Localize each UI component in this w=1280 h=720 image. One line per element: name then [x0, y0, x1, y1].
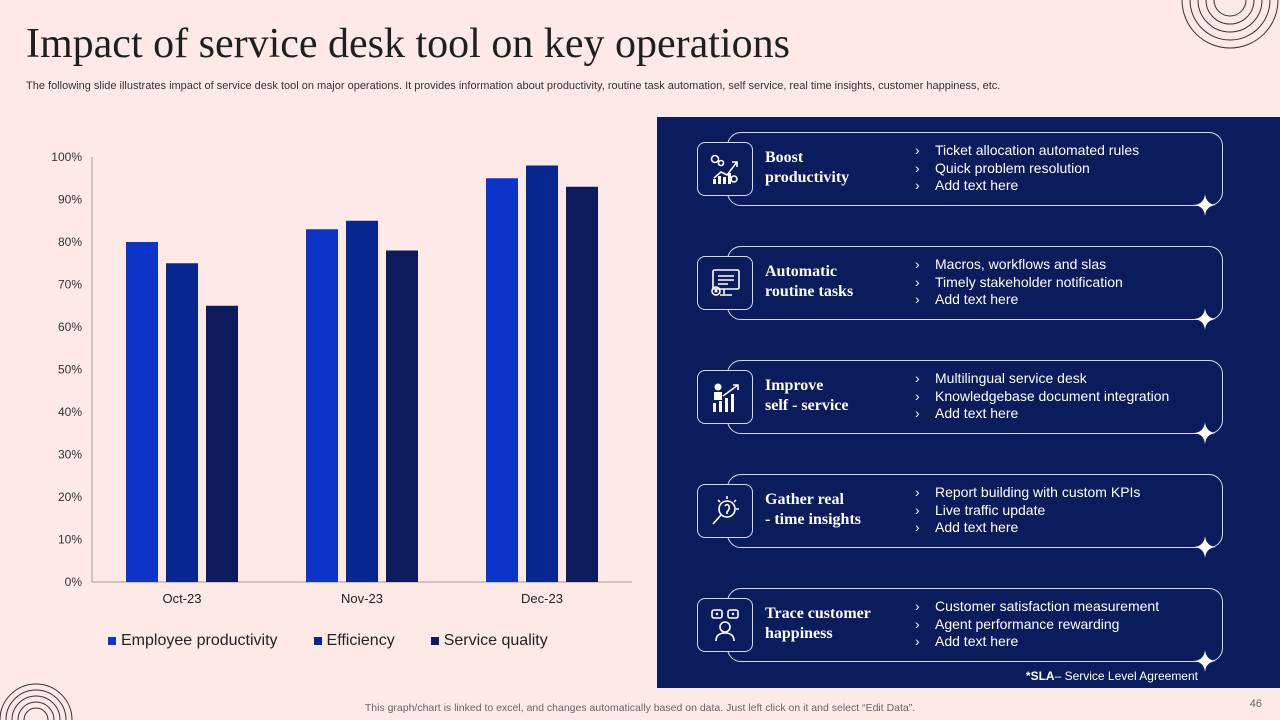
bullet-item: Multilingual service desk — [915, 370, 1169, 388]
icon-box — [697, 142, 753, 196]
concentric-circles-bottom-left-icon — [0, 683, 73, 720]
bullet-item: Knowledgebase document integration — [915, 388, 1169, 406]
monitor-gear-icon — [711, 269, 740, 296]
bullet-item: Add text here — [915, 519, 1140, 537]
legend-item-employee-productivity: Employee productivity — [108, 632, 278, 650]
bar — [166, 263, 198, 582]
sparkle-icon — [1194, 308, 1216, 330]
card-title: Automatic routine tasks — [765, 263, 854, 300]
bullet-item: Ticket allocation automated rules — [915, 142, 1139, 160]
page-number: 46 — [1249, 698, 1262, 710]
chart-legend: Employee productivity Efficiency Service… — [108, 632, 548, 650]
bar-chart: 0% 10% 20% 30% 40% 50% 60% 70% 80% 90% 100% Oct-23 N… — [51, 150, 632, 606]
x-tick-label: Nov-23 — [341, 591, 383, 606]
y-tick-label: 10% — [58, 533, 82, 547]
card-boost-productivity: Boost productivity Ticket allocation aut… — [697, 132, 1223, 216]
legend-label: Service quality — [443, 632, 548, 649]
y-tick-label: 90% — [58, 193, 82, 207]
legend-label: Efficiency — [326, 632, 395, 649]
bullet-item: Add text here — [915, 405, 1169, 423]
bullet-item: Quick problem resolution — [915, 160, 1139, 178]
y-tick-label: 50% — [58, 363, 82, 377]
operations-panel: Boost productivity Ticket allocation aut… — [657, 117, 1280, 688]
y-tick-label: 80% — [58, 235, 82, 249]
y-tick-label: 40% — [58, 405, 82, 419]
bar — [346, 220, 378, 582]
legend-label: Employee productivity — [121, 632, 278, 649]
sparkle-icon — [1194, 422, 1216, 444]
y-tick-label: 100% — [51, 150, 82, 164]
lightbulb-magnifier-icon — [712, 496, 739, 525]
concentric-circles-top-right-icon — [1181, 0, 1279, 49]
sla-text: – Service Level Agreement — [1054, 669, 1198, 683]
productivity-chart-icon — [710, 154, 738, 184]
bullet-item: Add text here — [915, 291, 1123, 309]
bullet-item: Report building with custom KPIs — [915, 484, 1140, 502]
legend-item-service-quality: Service quality — [430, 632, 548, 650]
happy-customer-icon — [711, 609, 739, 642]
card-title: Improve self - service — [765, 377, 849, 414]
y-tick-label: 20% — [58, 490, 82, 504]
legend-swatch — [108, 637, 116, 645]
bar — [526, 165, 558, 582]
card-bullets: Report building with custom KPIs Live tr… — [915, 484, 1140, 537]
slide-subtitle: The following slide illustrates impact o… — [26, 80, 1001, 92]
card-bullets: Macros, workflows and slas Timely stakeh… — [915, 256, 1123, 309]
slide-title: Impact of service desk tool on key opera… — [26, 21, 790, 67]
bullet-item: Add text here — [915, 177, 1139, 195]
bar — [386, 250, 418, 582]
card-improve-self-service: Improve self - service Multilingual serv… — [697, 360, 1223, 444]
bar — [306, 229, 338, 582]
icon-box — [697, 370, 753, 424]
bullet-item: Customer satisfaction measurement — [915, 598, 1159, 616]
card-title: Trace customer happiness — [765, 605, 871, 642]
bullet-item: Macros, workflows and slas — [915, 256, 1123, 274]
sla-note: *SLA– Service Level Agreement — [1026, 669, 1198, 683]
card-title: Boost productivity — [765, 149, 850, 186]
card-gather-real-time-insights: Gather real - time insights Report build… — [697, 474, 1223, 558]
icon-box — [697, 598, 753, 652]
card-automatic-routine-tasks: Automatic routine tasks Macros, workflow… — [697, 246, 1223, 330]
sparkle-icon — [1194, 194, 1216, 216]
y-tick-label: 70% — [58, 278, 82, 292]
bar — [566, 186, 598, 582]
bullet-item: Live traffic update — [915, 502, 1140, 520]
y-tick-label: 30% — [58, 448, 82, 462]
footer-note: This graph/chart is linked to excel, and… — [364, 702, 916, 714]
bullet-item: Agent performance rewarding — [915, 616, 1159, 634]
growth-person-icon — [713, 383, 739, 412]
icon-box — [697, 256, 753, 310]
bullet-item: Add text here — [915, 633, 1159, 651]
x-tick-label: Dec-23 — [521, 591, 563, 606]
card-bullets: Ticket allocation automated rules Quick … — [915, 142, 1139, 195]
y-tick-label: 60% — [58, 320, 82, 334]
card-bullets: Multilingual service desk Knowledgebase … — [915, 370, 1169, 423]
sparkle-icon — [1194, 650, 1216, 672]
bar — [206, 305, 238, 582]
bar — [486, 178, 518, 582]
legend-swatch — [430, 637, 439, 645]
card-title: Gather real - time insights — [765, 491, 861, 528]
card-trace-customer-happiness: Trace customer happiness Customer satisf… — [697, 588, 1223, 672]
card-bullets: Customer satisfaction measurement Agent … — [915, 598, 1159, 651]
x-tick-label: Oct-23 — [162, 591, 201, 606]
y-tick-label: 0% — [65, 575, 83, 589]
icon-box — [697, 484, 753, 538]
bullet-item: Timely stakeholder notification — [915, 274, 1123, 292]
sparkle-icon — [1194, 536, 1216, 558]
bar — [126, 242, 158, 582]
legend-item-efficiency: Efficiency — [313, 632, 395, 650]
sla-abbr: *SLA — [1025, 669, 1055, 683]
legend-swatch — [313, 637, 322, 645]
